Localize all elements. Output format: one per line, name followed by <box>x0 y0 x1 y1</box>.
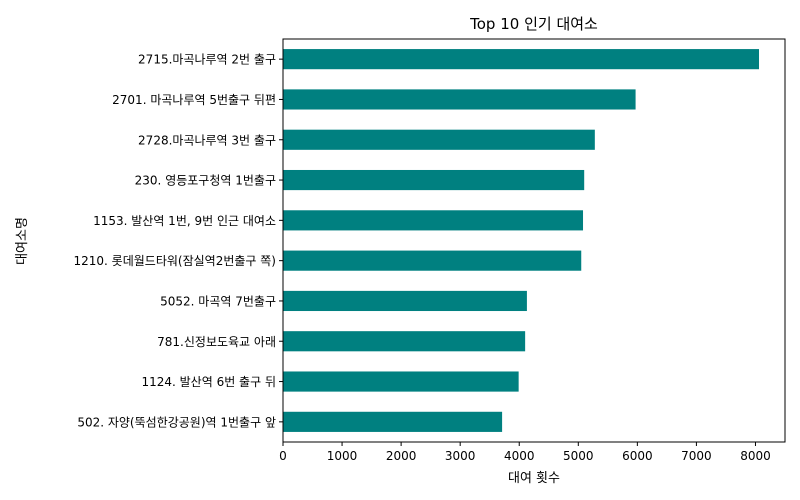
x-tick-label: 1000 <box>327 449 358 463</box>
x-tick-label: 8000 <box>740 449 771 463</box>
x-tick-label: 3000 <box>445 449 476 463</box>
y-tick-label: 1210. 롯데월드타워(잠실역2번출구 쪽) <box>73 254 276 268</box>
bar <box>283 210 584 231</box>
x-tick-label: 2000 <box>386 449 417 463</box>
bar <box>283 49 760 70</box>
y-axis-label: 대여소명 <box>15 217 30 265</box>
y-tick-label: 2728.마곡나루역 3번 출구 <box>138 133 276 147</box>
bar <box>283 290 527 312</box>
bar <box>283 411 503 432</box>
y-tick-label: 2701. 마곡나루역 5번출구 뒤편 <box>112 93 276 107</box>
plot-frame <box>282 38 786 443</box>
x-axis-label: 대여 횟수 <box>508 471 560 486</box>
chart-title: Top 10 인기 대여소 <box>469 15 598 33</box>
x-tick-label: 6000 <box>622 449 653 463</box>
bar <box>283 169 585 191</box>
x-tick-label: 0 <box>279 449 287 463</box>
bar <box>283 331 526 352</box>
y-tick-label: 502. 자양(뚝섬한강공원)역 1번출구 앞 <box>77 415 276 429</box>
y-tick-label: 230. 영등포구청역 1번출구 <box>135 174 276 188</box>
y-tick-label: 1153. 발산역 1번, 9번 인근 대여소 <box>93 214 276 228</box>
y-tick-label: 5052. 마곡역 7번출구 <box>160 294 276 308</box>
y-tick-label: 1124. 발산역 6번 출구 뒤 <box>141 375 276 389</box>
x-tick-label: 4000 <box>504 449 535 463</box>
y-tick-label: 781.신정보도육교 아래 <box>157 335 276 349</box>
x-tick-label: 5000 <box>563 449 594 463</box>
x-tick-label: 7000 <box>681 449 712 463</box>
bar <box>283 250 582 271</box>
y-tick-label: 2715.마곡나루역 2번 출구 <box>138 53 276 67</box>
bar <box>283 371 519 392</box>
bar <box>283 89 636 110</box>
bar <box>283 129 595 150</box>
